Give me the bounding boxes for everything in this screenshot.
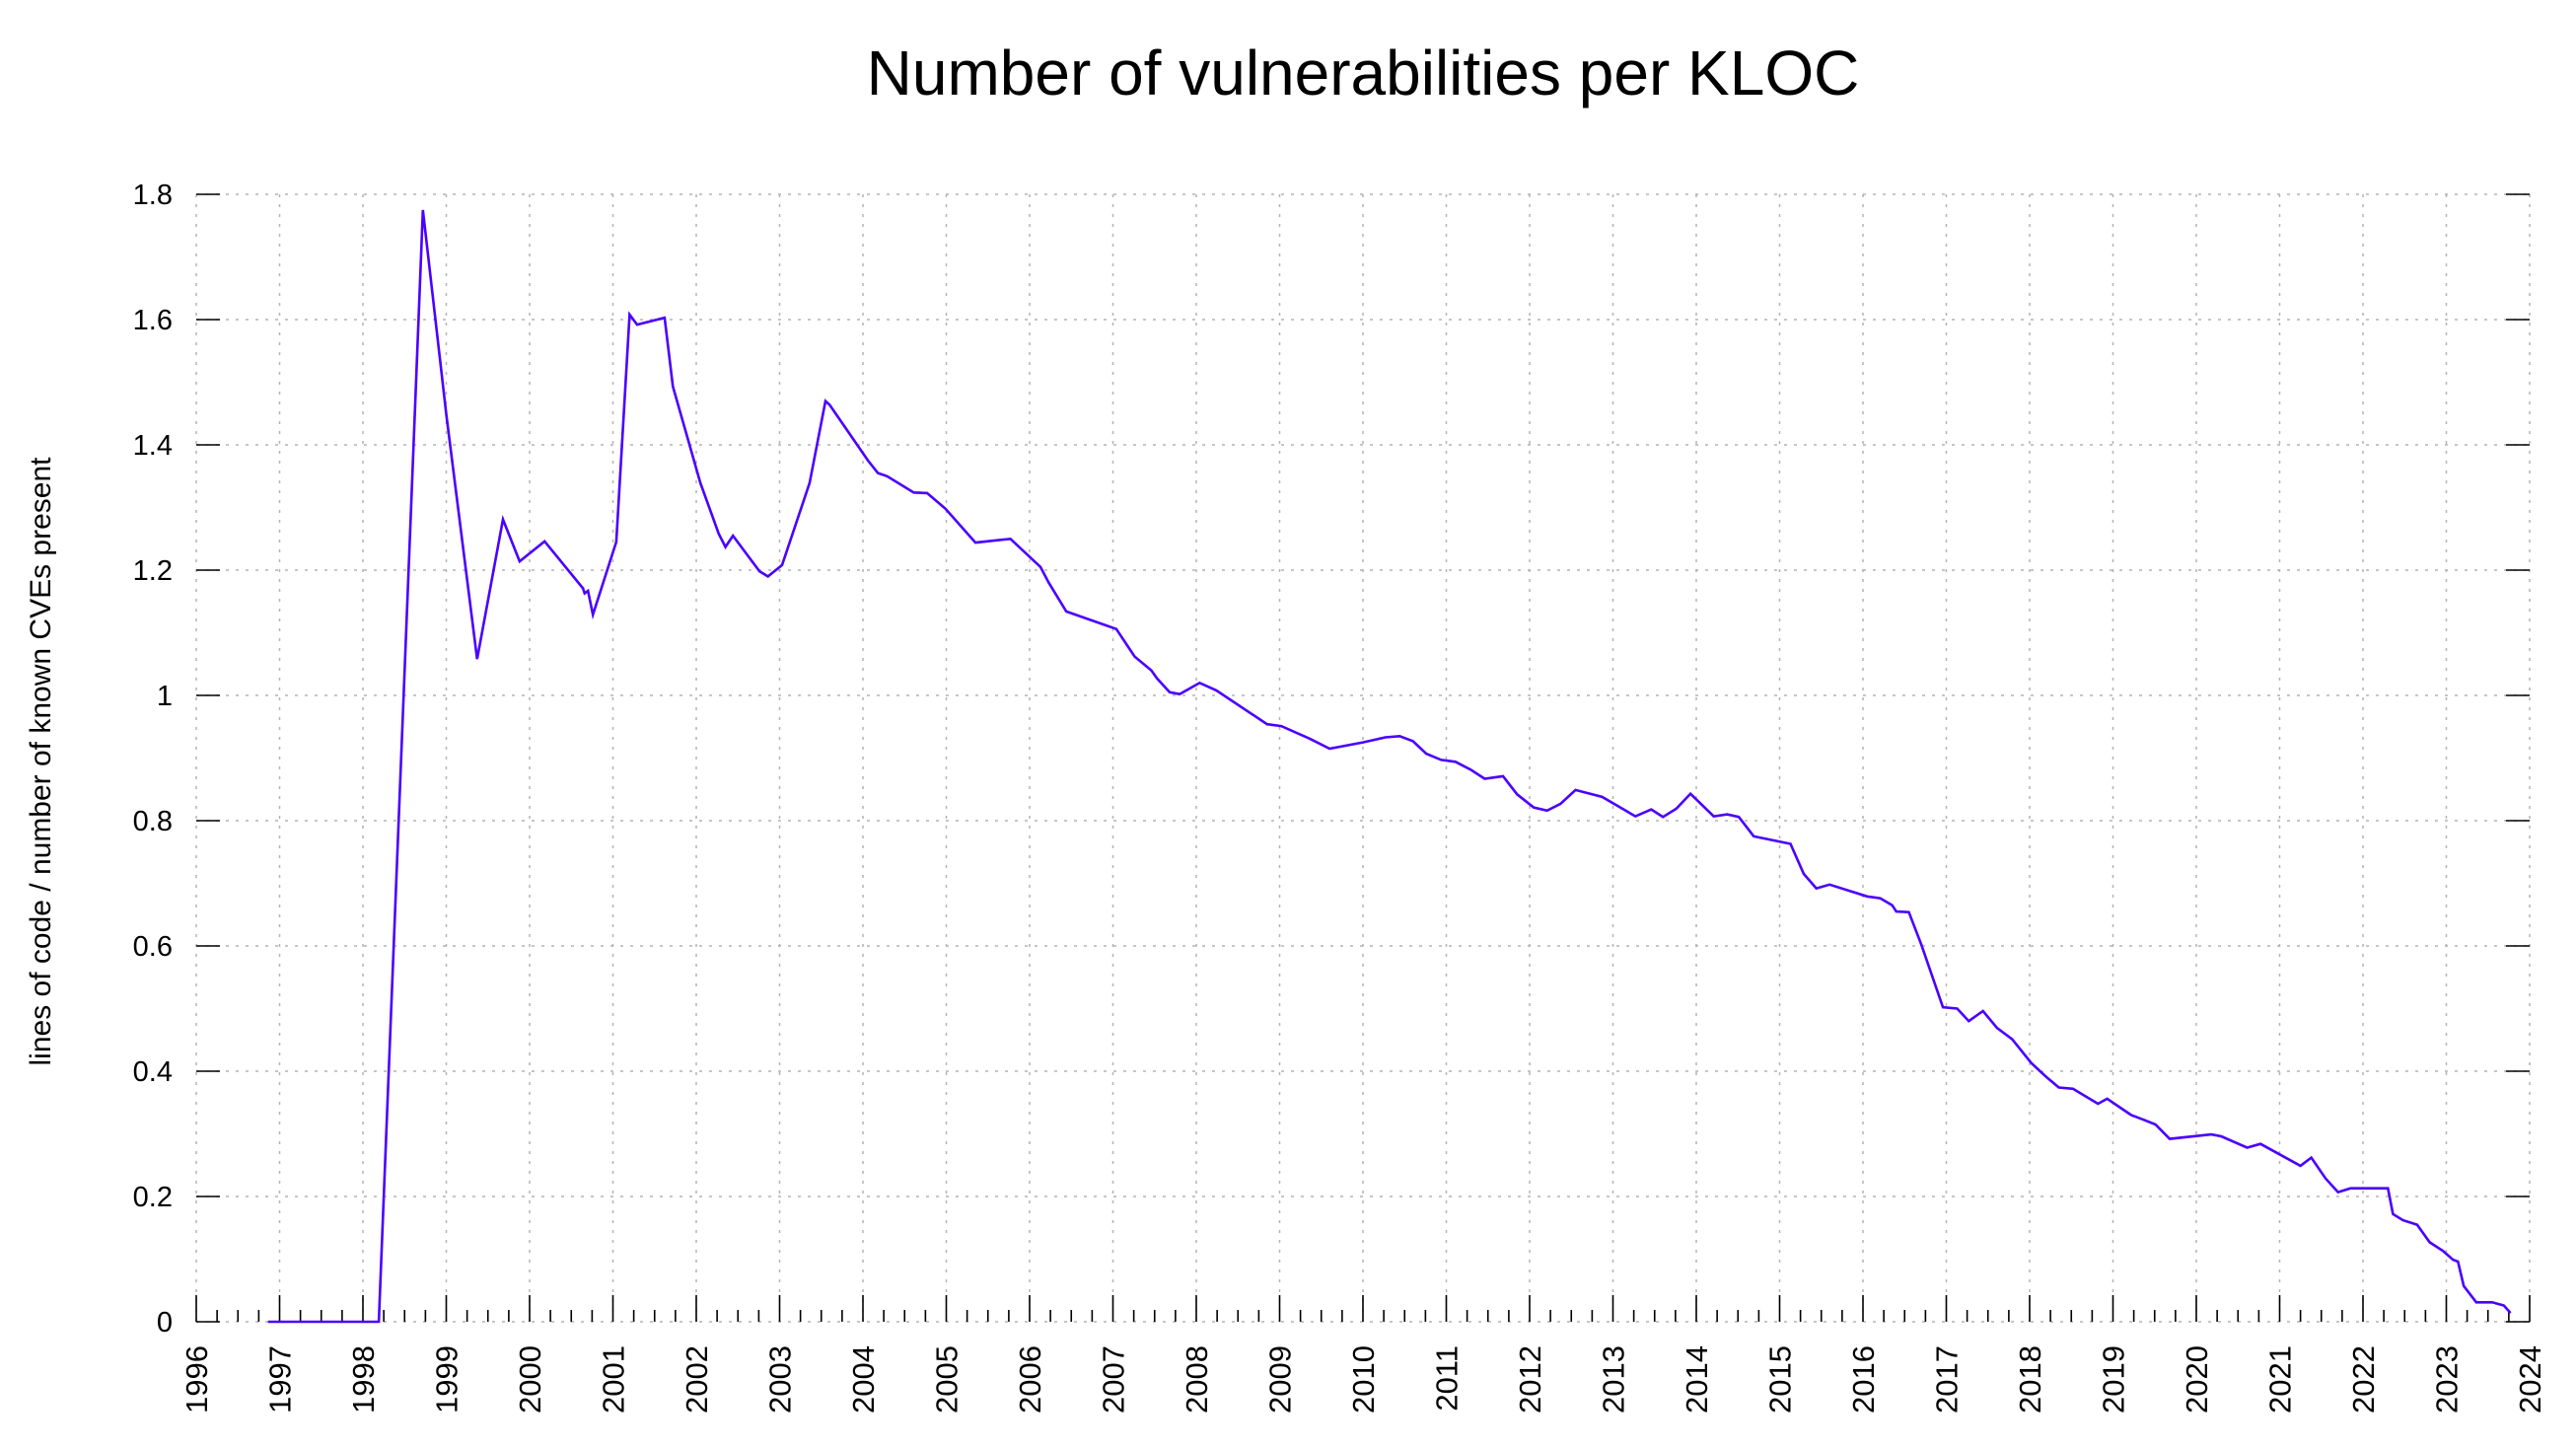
y-axis-tick-labels: 0 0.2 0.4 0.6 0.8 1 1.2 1.4 1.6 1.8 [133,180,173,1339]
x-tick-label: 2012 [1513,1345,1547,1413]
x-tick-label: 2011 [1430,1345,1465,1412]
x-tick-label: 2007 [1097,1345,1131,1413]
x-tick-label: 2008 [1180,1345,1214,1413]
x-tick-label: 1999 [430,1345,465,1413]
x-tick-label: 2016 [1846,1345,1881,1413]
series-layer [267,209,2512,1324]
y-tick-label: 0.6 [133,931,173,963]
x-tick-label: 2004 [846,1345,881,1413]
y-tick-label: 0.8 [133,806,173,837]
axis-ticks [195,193,2531,1323]
x-tick-label: 2023 [2430,1345,2465,1413]
grid [195,193,2531,1323]
y-tick-label: 1.8 [133,180,173,211]
x-tick-label: 2002 [680,1345,714,1413]
y-tick-label: 1.2 [133,555,173,587]
chart-title: Number of vulnerabilities per KLOC [867,37,1860,109]
x-tick-label: 2020 [2180,1345,2214,1413]
x-tick-label: 2022 [2346,1345,2381,1413]
x-tick-label: 1996 [179,1345,214,1413]
y-tick-label: 0 [157,1307,173,1339]
x-tick-label: 2021 [2263,1345,2298,1413]
x-tick-label: 2005 [930,1345,965,1413]
x-tick-label: 2006 [1013,1345,1047,1413]
x-tick-label: 2010 [1346,1345,1381,1413]
x-tick-label: 2019 [2097,1345,2131,1413]
x-tick-label: 2014 [1680,1345,1714,1413]
x-tick-label: 2000 [513,1345,547,1413]
y-tick-label: 1 [157,681,173,712]
x-tick-label: 1998 [346,1345,381,1413]
x-tick-label: 2009 [1263,1345,1298,1413]
x-axis-tick-labels: 1996 1997 1998 1999 2000 2001 2002 2003 2004 2005… [179,1345,2547,1413]
x-tick-label: 1997 [263,1345,298,1413]
x-tick-label: 2001 [597,1345,631,1413]
x-tick-label: 2018 [2013,1345,2047,1413]
x-tick-label: 2003 [763,1345,798,1413]
x-tick-label: 2017 [1930,1345,1965,1413]
x-tick-label: 2013 [1597,1345,1631,1413]
y-tick-label: 1.6 [133,305,173,336]
series-line [267,209,2512,1324]
y-tick-label: 1.4 [133,430,173,462]
x-tick-label: 2024 [2513,1345,2547,1413]
x-tick-label: 2015 [1763,1345,1798,1413]
y-axis-label: lines of code / number of known CVEs pre… [25,457,57,1066]
y-tick-label: 0.2 [133,1182,173,1213]
y-tick-label: 0.4 [133,1056,173,1088]
